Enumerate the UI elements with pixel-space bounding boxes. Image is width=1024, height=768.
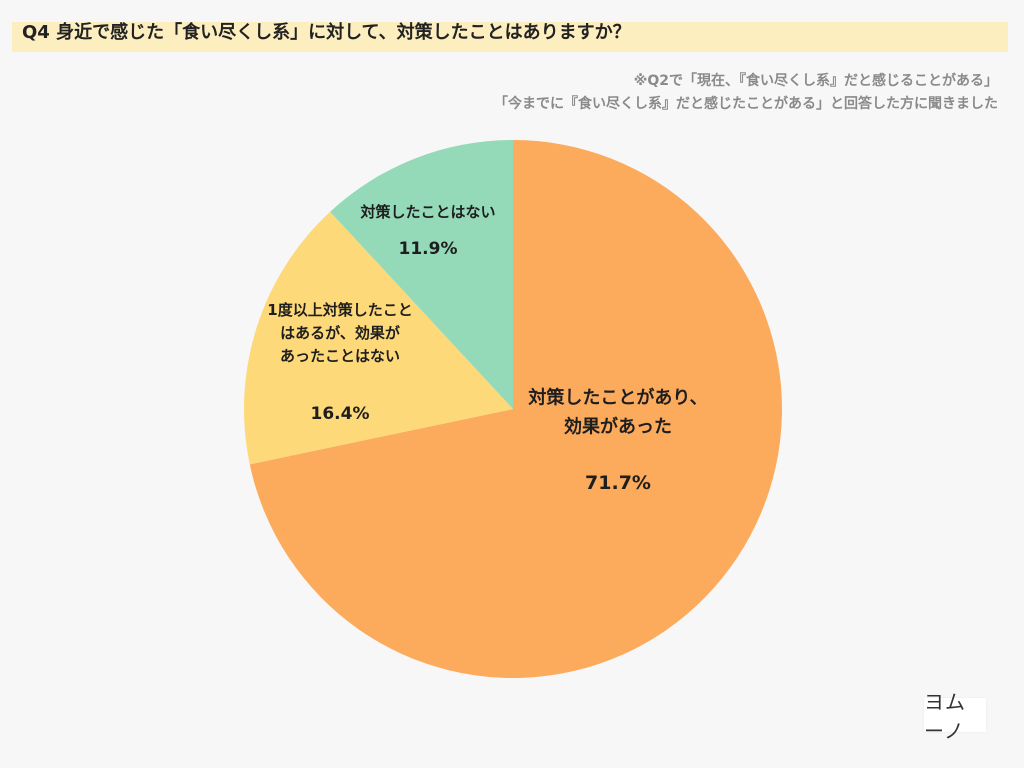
slice-label: 1度以上対策したこと <box>267 301 412 319</box>
slice-never <box>330 140 513 409</box>
respondent-note-line-1: ※Q2で「現在、『食い尽くし系』だと感じることがある」 <box>633 73 998 89</box>
slice-value-label: 71.7% <box>585 472 651 494</box>
slice-value-label: 11.9% <box>399 239 458 259</box>
page-title: Q4 身近で感じた「食い尽くし系」に対して、対策したことはありますか？ <box>22 22 631 43</box>
slice-effective <box>249 140 783 678</box>
title-bar <box>12 22 1008 52</box>
slice-label: 対策したことはない <box>359 203 495 221</box>
respondent-note-line-2: 「今までに『食い尽くし系』だと感じたことがある」と回答した方に聞きました <box>494 96 998 112</box>
slice-label: あったことはない <box>280 347 400 365</box>
slice-label: 対策したことがあり、 <box>527 387 707 409</box>
yomuno-logo: ヨムーノ <box>924 690 986 743</box>
slice-label: 効果があった <box>564 416 672 438</box>
slice-label: はあるが、効果が <box>280 324 401 342</box>
slice-no-effect <box>243 211 513 465</box>
slice-value-label: 16.4% <box>311 404 370 424</box>
